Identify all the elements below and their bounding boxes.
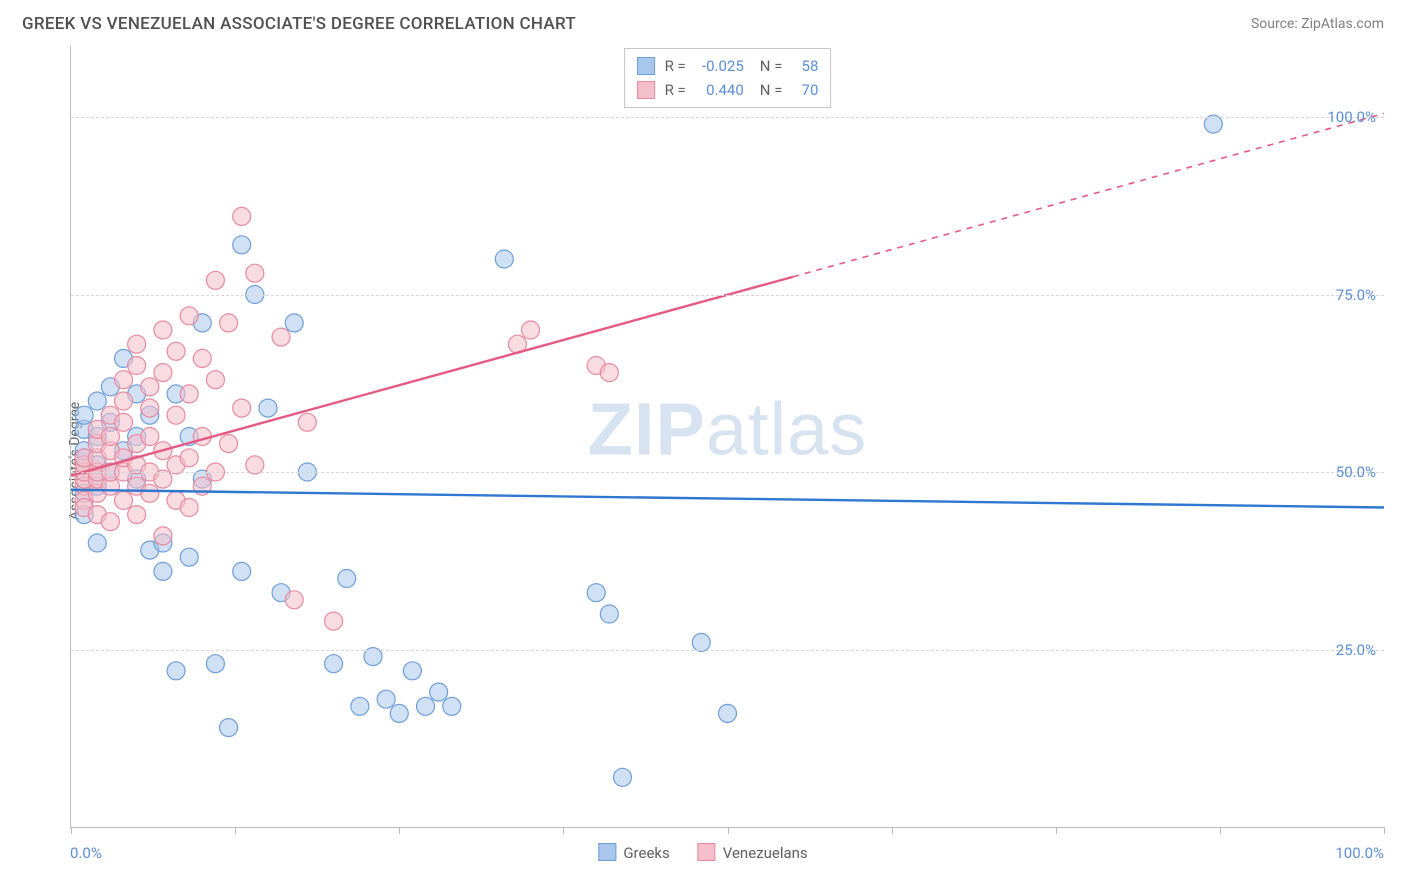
data-point xyxy=(206,655,224,673)
data-point xyxy=(101,513,119,531)
data-point xyxy=(522,321,540,339)
trend-line-greeks xyxy=(71,490,1384,508)
correlation-legend: R = -0.025 N = 58 R = 0.440 N = 70 xyxy=(624,48,832,108)
data-point xyxy=(220,435,238,453)
plot-area: ZIPatlas R = -0.025 N = 58 R = 0.440 N =… xyxy=(70,46,1384,828)
chart-container: Associate's Degree ZIPatlas R = -0.025 N… xyxy=(22,46,1384,876)
data-point xyxy=(220,314,238,332)
data-point xyxy=(259,399,277,417)
legend-row-greeks: R = -0.025 N = 58 xyxy=(637,54,819,78)
data-point xyxy=(154,527,172,545)
data-point xyxy=(600,605,618,623)
data-point xyxy=(115,371,133,389)
data-point xyxy=(141,484,159,502)
data-point xyxy=(75,406,93,424)
plot-svg xyxy=(71,46,1384,827)
data-point xyxy=(88,534,106,552)
data-point xyxy=(338,570,356,588)
data-point xyxy=(167,662,185,680)
swatch-icon xyxy=(637,81,655,99)
data-point xyxy=(390,704,408,722)
swatch-icon xyxy=(698,843,716,861)
data-point xyxy=(233,207,251,225)
data-point xyxy=(272,328,290,346)
data-point xyxy=(403,662,421,680)
series-legend: Greeks Venezuelans xyxy=(598,843,807,862)
data-point xyxy=(167,342,185,360)
data-point xyxy=(180,307,198,325)
data-point xyxy=(115,491,133,509)
trend-line-venezuelans xyxy=(71,277,793,476)
y-tick-label: 25.0% xyxy=(1336,641,1376,659)
swatch-icon xyxy=(637,57,655,75)
legend-item-venezuelans: Venezuelans xyxy=(698,843,808,862)
data-point xyxy=(719,704,737,722)
data-point xyxy=(325,655,343,673)
data-point xyxy=(180,499,198,517)
data-point xyxy=(206,271,224,289)
data-point xyxy=(220,719,238,737)
data-point xyxy=(613,768,631,786)
data-point xyxy=(233,236,251,254)
data-point xyxy=(587,584,605,602)
data-point xyxy=(351,697,369,715)
trend-line-venezuelans-extrapolated xyxy=(793,113,1384,276)
data-point xyxy=(141,378,159,396)
data-point xyxy=(443,697,461,715)
data-point xyxy=(101,428,119,446)
data-point xyxy=(246,264,264,282)
data-point xyxy=(377,690,395,708)
data-point xyxy=(115,392,133,410)
x-tick-min: 0.0% xyxy=(70,844,102,862)
y-tick-label: 100.0% xyxy=(1327,108,1376,126)
data-point xyxy=(128,506,146,524)
data-point xyxy=(180,385,198,403)
data-point xyxy=(206,371,224,389)
data-point xyxy=(430,683,448,701)
y-tick-label: 50.0% xyxy=(1336,463,1376,481)
data-point xyxy=(88,392,106,410)
data-point xyxy=(141,399,159,417)
data-point xyxy=(128,357,146,375)
data-point xyxy=(600,364,618,382)
data-point xyxy=(154,364,172,382)
data-point xyxy=(128,335,146,353)
data-point xyxy=(180,548,198,566)
data-point xyxy=(141,428,159,446)
data-point xyxy=(285,591,303,609)
data-point xyxy=(154,321,172,339)
source-label: Source: ZipAtlas.com xyxy=(1251,16,1384,32)
data-point xyxy=(180,449,198,467)
x-tick-max: 100.0% xyxy=(1335,844,1384,862)
data-point xyxy=(233,399,251,417)
data-point xyxy=(495,250,513,268)
data-point xyxy=(167,406,185,424)
y-tick-label: 75.0% xyxy=(1336,286,1376,304)
data-point xyxy=(285,314,303,332)
data-point xyxy=(233,562,251,580)
data-point xyxy=(325,612,343,630)
chart-title: GREEK VS VENEZUELAN ASSOCIATE'S DEGREE C… xyxy=(22,14,576,34)
swatch-icon xyxy=(598,843,616,861)
data-point xyxy=(298,413,316,431)
data-point xyxy=(193,349,211,367)
data-point xyxy=(417,697,435,715)
data-point xyxy=(115,413,133,431)
legend-item-greeks: Greeks xyxy=(598,843,669,862)
data-point xyxy=(154,562,172,580)
legend-row-venezuelans: R = 0.440 N = 70 xyxy=(637,78,819,102)
